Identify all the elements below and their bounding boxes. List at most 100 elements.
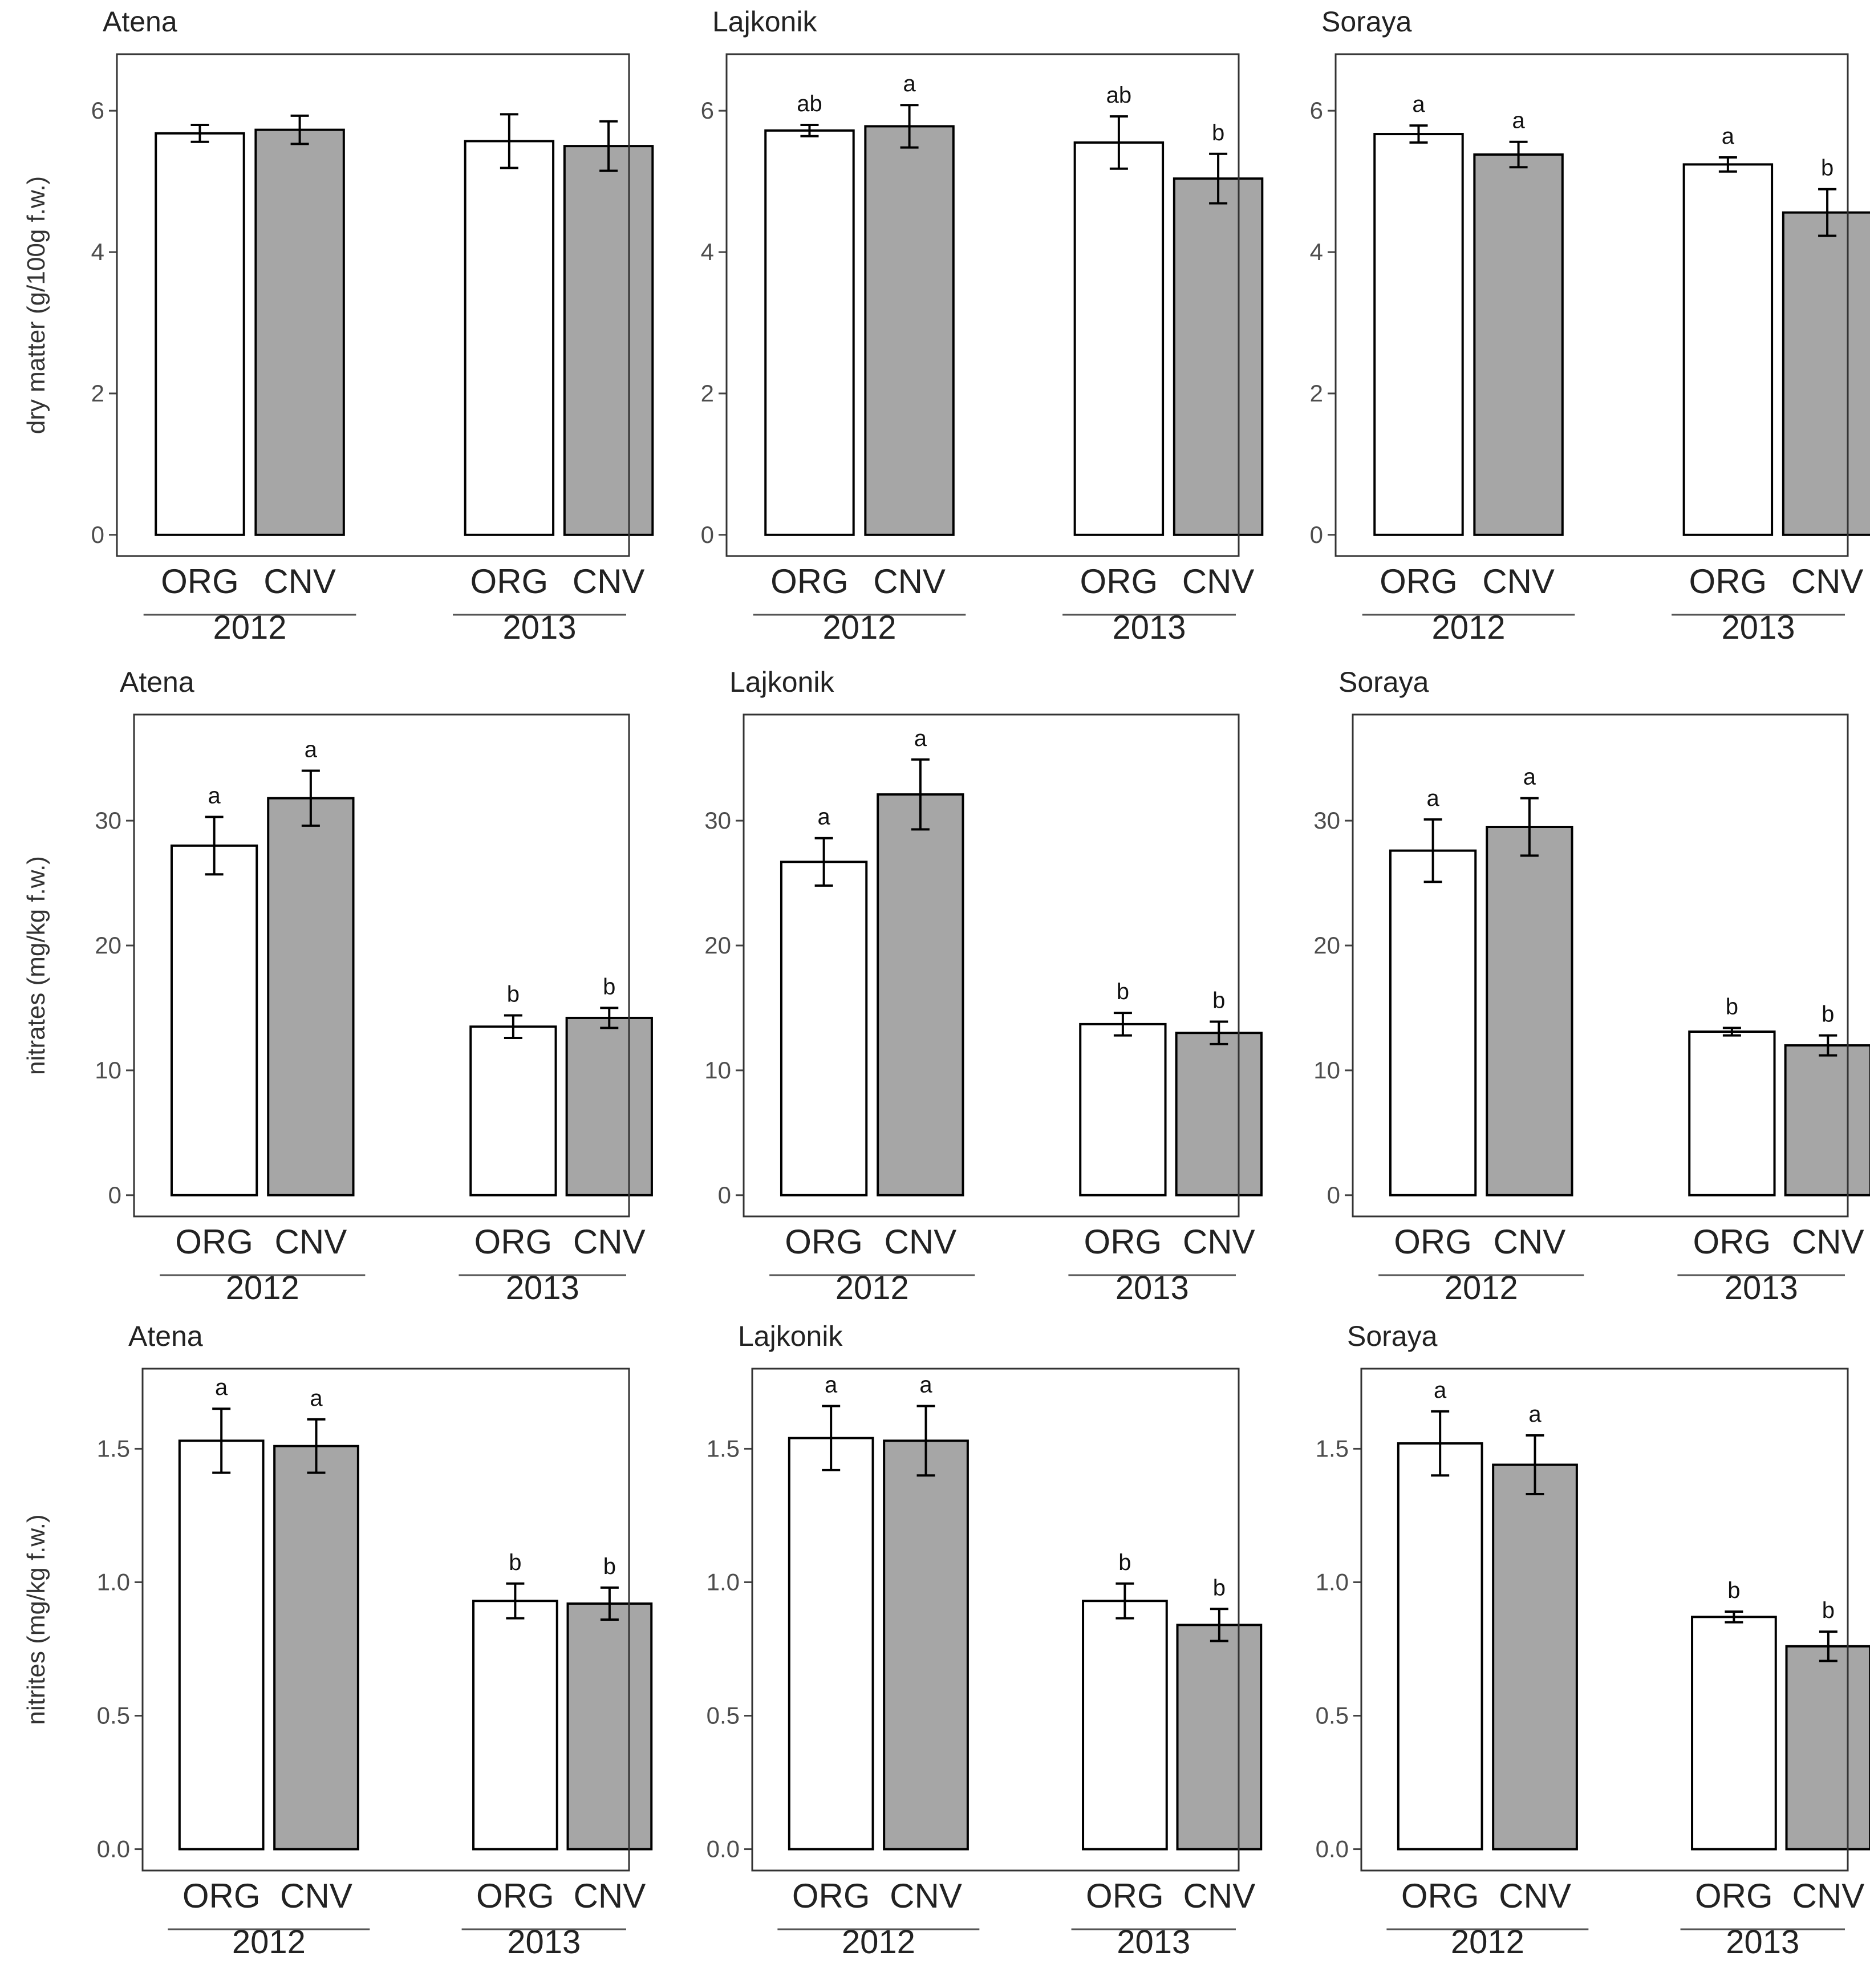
- bar-cnv-2012: [254, 128, 345, 536]
- bar-org-2012: [1389, 849, 1477, 1196]
- panel-title: Lajkonik: [729, 666, 834, 698]
- year-label-2012: 2012: [226, 1269, 299, 1307]
- y-tick-label: 2: [701, 380, 714, 407]
- group-label-org: ORG: [470, 562, 549, 601]
- significance-label: b: [603, 1554, 616, 1579]
- y-axis-label: dry matter (g/100g f.w.): [22, 176, 50, 434]
- group-label-cnv: CNV: [873, 562, 946, 601]
- significance-label: a: [1523, 765, 1536, 790]
- group-label-org: ORG: [1084, 1223, 1162, 1261]
- bar-cnv-2013: [1176, 1624, 1263, 1851]
- y-tick-label: 0.0: [707, 1836, 740, 1863]
- group-label-cnv: CNV: [1792, 1877, 1865, 1915]
- group-label-org: ORG: [1401, 1877, 1479, 1915]
- panel-soraya-3: Soraya 0.0 0.5 1.0 1.5 a ORG a CNV 2012 b ORG b CNV 20…: [1316, 1320, 1870, 1961]
- bar-cnv-2013: [566, 1602, 653, 1851]
- bar-cnv-2012: [1486, 826, 1573, 1196]
- bar-org-2013: [1691, 1616, 1777, 1851]
- y-tick-label: 4: [91, 238, 104, 265]
- significance-label: b: [1727, 1578, 1740, 1603]
- bar-org-2013: [464, 140, 555, 536]
- group-label-org: ORG: [1380, 562, 1458, 601]
- year-label-2012: 2012: [1451, 1924, 1524, 1961]
- panel-frame: [725, 53, 1240, 557]
- year-label-2012: 2012: [213, 609, 287, 646]
- group-label-org: ORG: [770, 562, 849, 601]
- significance-label: a: [1412, 92, 1425, 117]
- bar-org-2012: [178, 1439, 265, 1851]
- bar-cnv-2012: [1473, 153, 1564, 536]
- group-label-cnv: CNV: [1183, 1223, 1255, 1261]
- y-tick-label: 0.5: [1316, 1702, 1349, 1729]
- significance-label: ab: [1106, 83, 1132, 108]
- y-tick-label: 30: [704, 807, 731, 834]
- y-tick-label: 0.5: [707, 1702, 740, 1729]
- panel-soraya-2: Soraya 0 10 20 30 a ORG a CNV 2012 b ORG b CNV 2013: [1313, 666, 1870, 1307]
- y-tick-label: 0: [1310, 521, 1323, 548]
- year-label-2013: 2013: [506, 1269, 579, 1307]
- group-label-cnv: CNV: [280, 1877, 352, 1915]
- significance-label: a: [305, 737, 318, 762]
- year-label-2012: 2012: [835, 1269, 909, 1307]
- y-tick-label: 0: [108, 1182, 121, 1208]
- bar-cnv-2012: [883, 1439, 969, 1851]
- significance-label: a: [903, 71, 916, 96]
- y-tick-label: 6: [701, 97, 714, 124]
- panel-soraya-1: Soraya 0 2 4 6 a ORG a CNV 2012 a ORG b CNV 2013: [1310, 6, 1870, 646]
- y-axis-label: nitrites (mg/kg f.w.): [22, 1514, 50, 1725]
- panel-frame: [1334, 53, 1849, 557]
- year-label-2012: 2012: [823, 609, 897, 646]
- significance-label: a: [1426, 786, 1439, 811]
- y-axis-label: nitrates (mg/kg f.w.): [22, 856, 50, 1075]
- significance-label: a: [914, 726, 927, 751]
- bar-org-2012: [155, 132, 245, 536]
- year-label-2012: 2012: [232, 1924, 306, 1961]
- significance-label: a: [919, 1373, 932, 1398]
- panel-frame: [743, 713, 1240, 1218]
- bar-org-2013: [469, 1025, 557, 1196]
- bar-org-2012: [764, 129, 855, 536]
- bar-cnv-2012: [877, 793, 964, 1196]
- y-tick-label: 0.5: [97, 1702, 130, 1729]
- year-label-2013: 2013: [1725, 1269, 1798, 1307]
- y-tick-label: 0: [91, 521, 104, 548]
- bar-cnv-2013: [1785, 1645, 1870, 1851]
- y-tick-label: 0: [701, 521, 714, 548]
- y-tick-label: 2: [91, 380, 104, 407]
- bar-org-2013: [1082, 1600, 1168, 1851]
- panel-atena-2: Atena nitrates (mg/kg f.w.) 0 10 20 30 a ORG a CN…: [22, 666, 653, 1307]
- significance-label: b: [509, 1550, 521, 1575]
- group-label-org: ORG: [161, 562, 239, 601]
- y-tick-label: 6: [91, 97, 104, 124]
- y-tick-label: 1.5: [1316, 1435, 1349, 1462]
- panel-title: Soraya: [1321, 6, 1412, 38]
- significance-label: a: [1722, 124, 1735, 149]
- group-label-org: ORG: [476, 1877, 554, 1915]
- significance-label: b: [507, 982, 520, 1007]
- significance-label: b: [1212, 120, 1224, 145]
- group-label-cnv: CNV: [573, 1223, 646, 1261]
- bar-org-2012: [1397, 1442, 1483, 1851]
- significance-label: b: [1822, 1598, 1835, 1623]
- significance-label: a: [1528, 1402, 1542, 1427]
- y-tick-label: 6: [1310, 97, 1323, 124]
- y-tick-label: 10: [704, 1057, 731, 1084]
- group-label-org: ORG: [1394, 1223, 1472, 1261]
- bar-cnv-2012: [1492, 1463, 1578, 1851]
- bar-cnv-2013: [1782, 211, 1870, 536]
- y-tick-label: 0.0: [97, 1836, 130, 1863]
- bar-org-2013: [1682, 163, 1774, 536]
- year-label-2013: 2013: [507, 1924, 581, 1961]
- panel-lajkonik-3: Lajkonik 0.0 0.5 1.0 1.5 a ORG a CNV 2012 b ORG b CNV…: [707, 1320, 1263, 1961]
- group-label-cnv: CNV: [275, 1223, 347, 1261]
- y-tick-label: 2: [1310, 380, 1323, 407]
- significance-label: b: [1118, 1550, 1131, 1575]
- y-tick-label: 1.5: [707, 1435, 740, 1462]
- y-tick-label: 1.0: [1316, 1568, 1349, 1595]
- panel-frame: [141, 1368, 630, 1872]
- group-label-cnv: CNV: [573, 562, 645, 601]
- year-label-2013: 2013: [1117, 1924, 1190, 1961]
- group-label-org: ORG: [175, 1223, 253, 1261]
- panel-frame: [751, 1368, 1240, 1872]
